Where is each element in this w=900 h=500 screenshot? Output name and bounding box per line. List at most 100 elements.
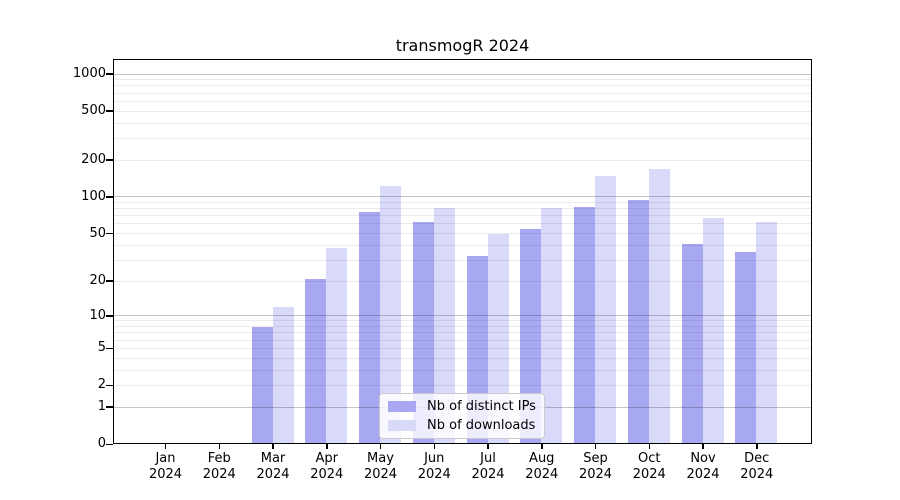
x-tick-label-aug: Aug 2024 (525, 451, 559, 482)
legend-entry-distinct-ips: Nb of distinct IPs (388, 397, 536, 416)
gridline-1000 (114, 73, 811, 75)
gridline-800 (114, 85, 811, 87)
legend-label-distinct-ips: Nb of distinct IPs (427, 399, 536, 414)
y-tick-mark (106, 406, 113, 408)
bar-sep-series0 (574, 207, 595, 443)
gridline-900 (114, 79, 811, 81)
gridline-10 (114, 315, 811, 317)
x-tick-label-jan: Jan 2024 (148, 451, 183, 482)
y-tick-mark (106, 443, 113, 446)
legend-entry-downloads: Nb of downloads (388, 416, 536, 435)
y-tick-mark (106, 280, 113, 282)
gridline-50 (114, 233, 811, 235)
y-tick-mark (106, 232, 113, 235)
gridline-90 (114, 202, 811, 204)
y-tick-label: 100 (81, 188, 106, 204)
y-tick-label: 500 (81, 103, 106, 119)
bar-apr-series0 (305, 278, 327, 443)
y-tick-mark (106, 384, 113, 387)
x-tick-mark (379, 444, 382, 449)
x-tick-mark (756, 444, 758, 449)
gridline-500 (114, 110, 811, 112)
gridline-60 (114, 223, 811, 225)
y-tick-mark (106, 196, 113, 198)
x-tick-label-apr: Apr 2024 (310, 451, 344, 482)
gridline-30 (114, 259, 811, 261)
bar-nov-series0 (681, 244, 703, 443)
legend-label-downloads: Nb of downloads (427, 418, 536, 433)
y-tick-label: 1000 (72, 66, 106, 82)
bar-aug-series0 (520, 228, 542, 443)
x-tick-mark (218, 444, 220, 449)
x-tick-label-nov: Nov 2024 (686, 451, 720, 482)
bar-mar-series1 (272, 307, 294, 443)
x-tick-mark (541, 444, 543, 449)
x-tick-mark (326, 444, 328, 449)
x-tick-mark (594, 444, 597, 449)
gridline-5 (114, 347, 811, 349)
gridline-80 (114, 208, 811, 210)
x-tick-mark (648, 444, 650, 449)
y-tick-mark (106, 159, 113, 161)
gridline-3 (114, 369, 811, 371)
y-tick-label: 200 (81, 152, 106, 168)
gridline-2 (114, 384, 811, 386)
gridline-8 (114, 326, 811, 328)
x-tick-mark (702, 444, 704, 449)
bar-apr-series1 (326, 248, 348, 443)
gridline-20 (114, 280, 811, 282)
gridline-7 (114, 332, 811, 334)
gridline-300 (114, 137, 811, 139)
y-tick-mark (106, 73, 113, 75)
y-tick-label: 1 (97, 399, 106, 415)
y-tick-label: 2 (97, 377, 106, 393)
gridline-4 (114, 357, 811, 359)
gridline-600 (114, 100, 811, 102)
gridline-200 (114, 159, 811, 161)
x-tick-label-sep: Sep 2024 (578, 451, 613, 482)
x-tick-mark (164, 444, 167, 449)
y-tick-label: 20 (89, 273, 106, 289)
x-tick-label-dec: Dec 2024 (740, 451, 774, 482)
legend-swatch-downloads (388, 420, 416, 431)
legend-swatch-distinct-ips (388, 401, 416, 412)
x-tick-mark (433, 444, 435, 449)
x-tick-label-may: May 2024 (363, 451, 398, 482)
bar-sep-series1 (595, 175, 616, 443)
bar-aug-series1 (541, 207, 563, 443)
gridline-70 (114, 215, 811, 217)
y-tick-mark (106, 110, 113, 112)
x-tick-label-oct: Oct 2024 (632, 451, 666, 482)
x-tick-label-feb: Feb 2024 (202, 451, 236, 482)
y-tick-label: 5 (97, 340, 106, 356)
legend: Nb of distinct IPs Nb of downloads (379, 393, 545, 439)
bar-jul-series1 (487, 233, 509, 443)
y-tick-label: 50 (89, 225, 106, 241)
bar-jun-series0 (412, 222, 434, 443)
plot-area (113, 59, 812, 444)
y-tick-mark (106, 315, 113, 317)
y-tick-mark (106, 347, 113, 350)
x-tick-label-jul: Jul 2024 (471, 451, 505, 482)
bar-oct-series0 (627, 199, 649, 443)
gridline-40 (114, 244, 811, 246)
x-tick-label-mar: Mar 2024 (256, 451, 290, 482)
x-tick-mark (272, 444, 274, 449)
bar-mar-series0 (251, 326, 273, 443)
gridline-6 (114, 339, 811, 341)
bar-dec-series1 (756, 221, 778, 443)
bar-may-series1 (380, 185, 401, 443)
gridlines-layer (114, 60, 811, 443)
x-tick-mark (487, 444, 489, 449)
x-tick-label-jun: Jun 2024 (417, 451, 451, 482)
y-tick-label: 0 (97, 436, 106, 452)
bar-oct-series1 (648, 168, 670, 443)
gridline-9 (114, 320, 811, 322)
bars-layer (114, 60, 811, 443)
gridline-400 (114, 122, 811, 124)
bar-may-series0 (359, 212, 380, 443)
y-tick-label: 10 (89, 307, 106, 323)
bar-dec-series0 (735, 252, 757, 443)
bar-nov-series1 (702, 218, 724, 443)
